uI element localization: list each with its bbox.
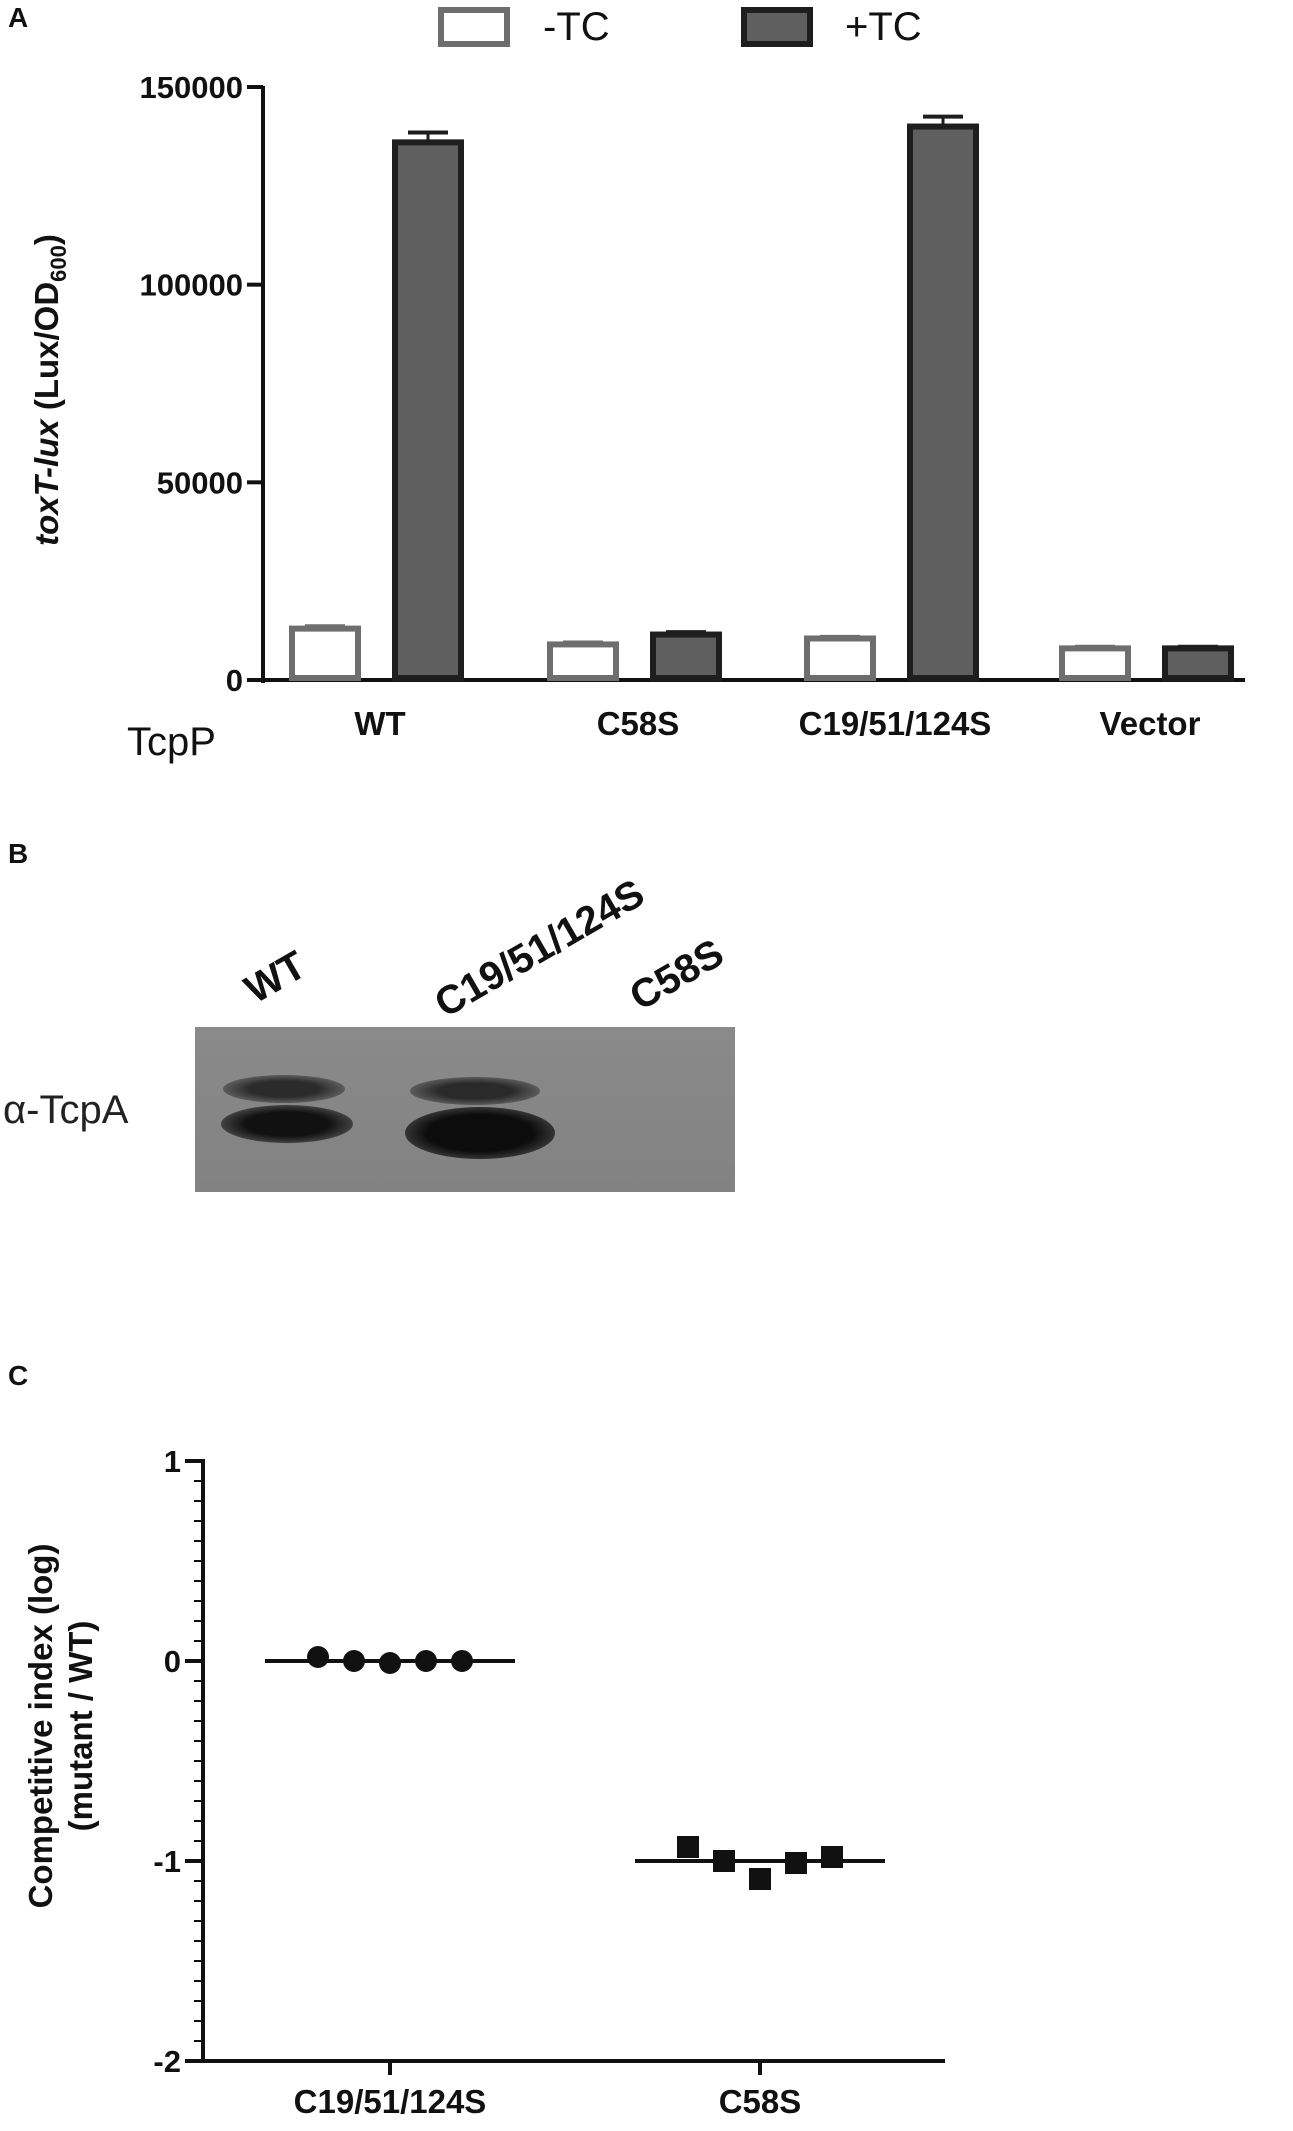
x-tick-label: Vector (1100, 705, 1201, 742)
y-tick-label: 150000 (140, 70, 243, 105)
data-point (307, 1646, 329, 1668)
bar-plus-tc (392, 139, 464, 681)
western-blot-image (195, 1027, 735, 1192)
y-tick-label: 100000 (140, 268, 243, 303)
y-tick-label: 1 (164, 1444, 181, 1479)
legend-swatch (741, 7, 813, 47)
data-point (749, 1868, 771, 1890)
x-tick-label: WT (354, 705, 405, 742)
y-tick-label: -1 (153, 1844, 181, 1879)
x-tick-label: C19/51/124S (294, 2083, 487, 2120)
data-point (713, 1850, 735, 1872)
y-tick-label: 50000 (157, 465, 243, 500)
y-tick-label: 0 (226, 663, 243, 698)
data-point (785, 1852, 807, 1874)
data-point (415, 1650, 437, 1672)
data-point (379, 1652, 401, 1674)
data-point (821, 1846, 843, 1868)
bar-minus-tc (547, 641, 619, 681)
band-c19-lower (405, 1107, 555, 1159)
legend-swatch (438, 7, 510, 47)
band-wt-lower (221, 1105, 353, 1143)
band-c19-upper (410, 1077, 540, 1105)
legend-label: +TC (845, 5, 922, 49)
bar-chart: 0 50000 100000 150000 WT C58S C19/51/124S Vecto… (28, 5, 1245, 764)
lane-label-wt: WT (237, 942, 314, 1013)
blot-label: α-TcpA (3, 1088, 129, 1132)
row-label: TcpP (127, 720, 216, 764)
bar-plus-tc (650, 631, 722, 682)
bar-minus-tc (1059, 645, 1131, 682)
data-point (343, 1650, 365, 1672)
y-axis-label: toxT-lux (Lux/OD600) (28, 234, 71, 546)
data-point (451, 1650, 473, 1672)
band-wt-upper (223, 1075, 345, 1103)
legend-label: -TC (543, 5, 610, 49)
lane-label-c19: C19/51/124S (427, 871, 652, 1027)
y-tick-label: -2 (153, 2044, 181, 2079)
panel-label-b: B (8, 838, 29, 869)
x-tick-label: C58S (719, 2083, 802, 2120)
bar-minus-tc (804, 635, 876, 681)
bar-plus-tc (1162, 645, 1234, 682)
bar-minus-tc (289, 625, 361, 682)
y-axis-label-line1: Competitive index (log) (22, 1544, 59, 1909)
x-tick-label: C58S (597, 705, 680, 742)
bar-plus-tc (907, 123, 979, 682)
y-axis-label-line2: (mutant / WT) (62, 1621, 99, 1832)
panel-label-a: A (8, 2, 29, 33)
y-tick-label: 0 (164, 1644, 181, 1679)
panel-label-c: C (8, 1360, 29, 1391)
scatter-chart: -2 -1 0 1 C19/51/124S C58S Competitive index … (22, 1444, 945, 2120)
data-point (677, 1836, 699, 1858)
x-tick-label: C19/51/124S (799, 705, 992, 742)
lane-label-c58s: C58S (622, 930, 732, 1020)
